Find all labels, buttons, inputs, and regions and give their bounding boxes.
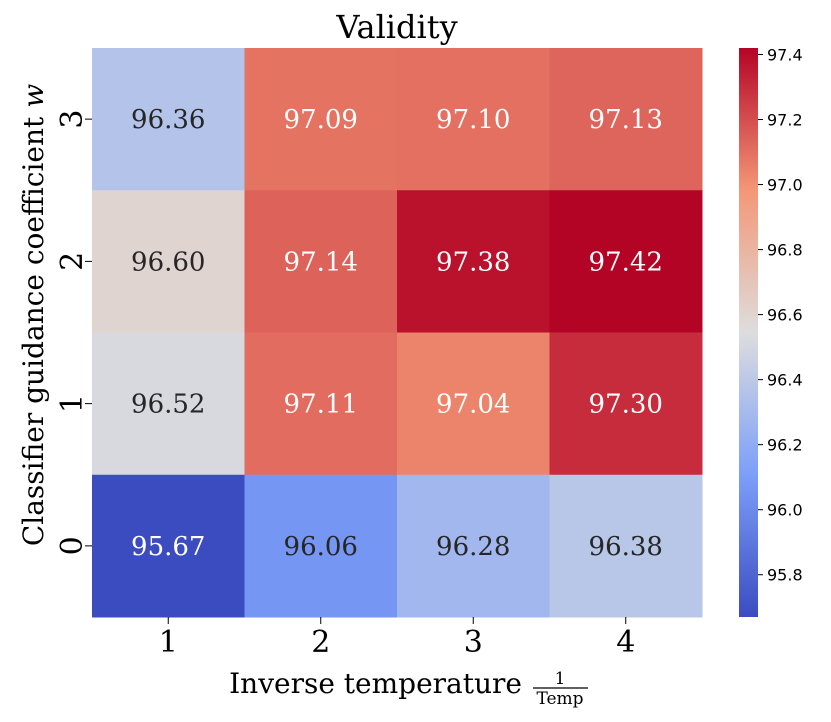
heatmap-cell-label: 96.36 xyxy=(131,105,205,135)
heatmap-cell-label: 97.30 xyxy=(589,390,663,420)
heatmap-cell xyxy=(397,48,550,191)
heatmap-cell xyxy=(549,474,703,618)
heatmap-cell xyxy=(549,190,703,333)
heatmap-cell xyxy=(244,474,398,618)
x-tick-label: 4 xyxy=(616,625,635,660)
x-tick-label: 2 xyxy=(311,625,330,660)
heatmap-cell xyxy=(244,332,398,476)
heatmap-cell xyxy=(92,48,245,191)
colorbar-tick-label: 96.0 xyxy=(767,501,803,520)
heatmap-cell xyxy=(397,190,550,333)
heatmap-cell-label: 96.28 xyxy=(436,532,510,562)
colorbar-tick-label: 95.8 xyxy=(767,566,803,585)
colorbar xyxy=(739,48,758,617)
y-tick-label: 0 xyxy=(55,536,90,555)
y-tick-label: 2 xyxy=(55,252,90,271)
heatmap-cell-label: 97.04 xyxy=(436,390,510,420)
heatmap-cell-label: 97.42 xyxy=(589,247,663,277)
chart-title: Validity xyxy=(335,8,457,46)
heatmap-cell xyxy=(92,190,245,333)
heatmap-cell xyxy=(397,332,550,476)
heatmap-cell-label: 96.52 xyxy=(131,390,205,420)
x-axis-ticks: 1 2 3 4 xyxy=(159,617,635,660)
heatmap-cell xyxy=(397,474,550,618)
heatmap-cell xyxy=(549,332,703,476)
y-axis-ticks: 3 2 1 0 xyxy=(55,110,92,555)
colorbar-tick-label: 97.2 xyxy=(767,111,803,130)
colorbar-ticks: 95.8 96.0 96.2 96.4 96.6 96.8 97.0 97.2 97.4 xyxy=(758,46,803,585)
heatmap-cell-label: 96.38 xyxy=(589,532,663,562)
heatmap-cell-label: 97.10 xyxy=(436,105,510,135)
heatmap-cell-label: 97.09 xyxy=(284,105,358,135)
heatmap-cell xyxy=(244,48,398,191)
y-axis-label-text: Classifier guidance coefficient xyxy=(17,116,50,546)
heatmap-cell-label: 95.67 xyxy=(131,532,205,562)
heatmap-cell xyxy=(92,332,245,476)
x-axis-label: Inverse temperature 1 Temp xyxy=(229,667,588,709)
heatmap-cells: 96.36 97.09 97.10 97.13 96.60 97.14 97.38 97.42… xyxy=(92,48,703,618)
y-axis-label-symbol: w xyxy=(17,84,50,108)
colorbar-tick-label: 96.4 xyxy=(767,371,803,390)
y-axis-label: Classifier guidance coefficient w xyxy=(17,84,50,546)
y-tick-label: 1 xyxy=(55,394,90,413)
heatmap-cell-label: 97.13 xyxy=(589,105,663,135)
x-axis-label-fraction-denominator: Temp xyxy=(536,689,583,709)
colorbar-tick-label: 96.8 xyxy=(767,241,803,260)
colorbar-tick-label: 97.4 xyxy=(767,46,803,65)
x-tick-label: 3 xyxy=(464,625,483,660)
heatmap-cell-label: 96.06 xyxy=(284,532,358,562)
heatmap-cell-label: 96.60 xyxy=(131,247,205,277)
heatmap-cell-label: 97.38 xyxy=(436,247,510,277)
heatmap-cell-label: 97.11 xyxy=(284,390,358,420)
y-tick-label: 3 xyxy=(55,110,90,129)
colorbar-tick-label: 96.2 xyxy=(767,436,803,455)
colorbar-tick-label: 97.0 xyxy=(767,176,803,195)
x-axis-label-text: Inverse temperature xyxy=(229,667,522,700)
colorbar-tick-label: 96.6 xyxy=(767,306,803,325)
heatmap-cell xyxy=(244,190,398,333)
heatmap-cell-label: 97.14 xyxy=(284,247,358,277)
heatmap-cell xyxy=(549,48,703,191)
x-axis-label-fraction-numerator: 1 xyxy=(555,669,566,689)
x-tick-label: 1 xyxy=(159,625,178,660)
heatmap-cell xyxy=(92,474,245,618)
